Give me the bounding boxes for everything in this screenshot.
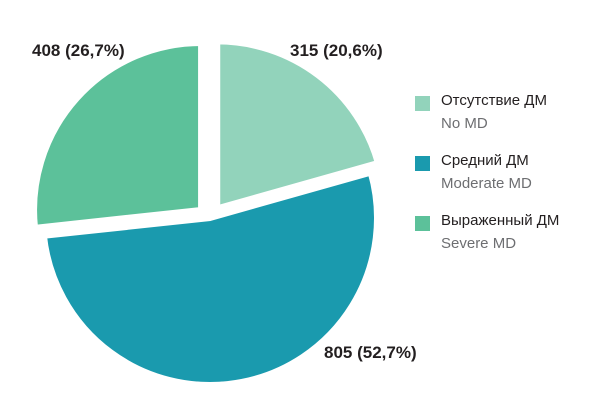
legend-label-en: Moderate MD (441, 175, 532, 192)
legend-swatch-moderate-md (415, 156, 430, 171)
legend-swatch-no-md (415, 96, 430, 111)
legend-label: Средний ДМ (441, 152, 529, 169)
legend-swatch-severe-md (415, 216, 430, 231)
slice-label-severe-md: 408 (26,7%) (32, 41, 125, 60)
legend-label-en: No MD (441, 115, 488, 132)
legend-item-severe-md: Выраженный ДМ Severe MD (415, 212, 595, 272)
legend-label: Отсутствие ДМ (441, 92, 547, 109)
pie-slice-moderate-md (40, 168, 380, 388)
slice-label-no-md: 315 (20,6%) (290, 41, 383, 60)
legend-label: Выраженный ДМ (441, 212, 560, 229)
legend-item-no-md: Отсутствие ДМ No MD (415, 92, 595, 152)
pie-slice-severe-md (31, 39, 205, 232)
pie-slice-no-md (214, 38, 382, 213)
legend-item-moderate-md: Средний ДМ Moderate MD (415, 152, 595, 212)
legend-label-en: Severe MD (441, 235, 517, 252)
slice-label-moderate-md: 805 (52,7%) (324, 343, 417, 362)
chart-legend: Отсутствие ДМ No MD Средний ДМ Moderate … (415, 92, 595, 272)
